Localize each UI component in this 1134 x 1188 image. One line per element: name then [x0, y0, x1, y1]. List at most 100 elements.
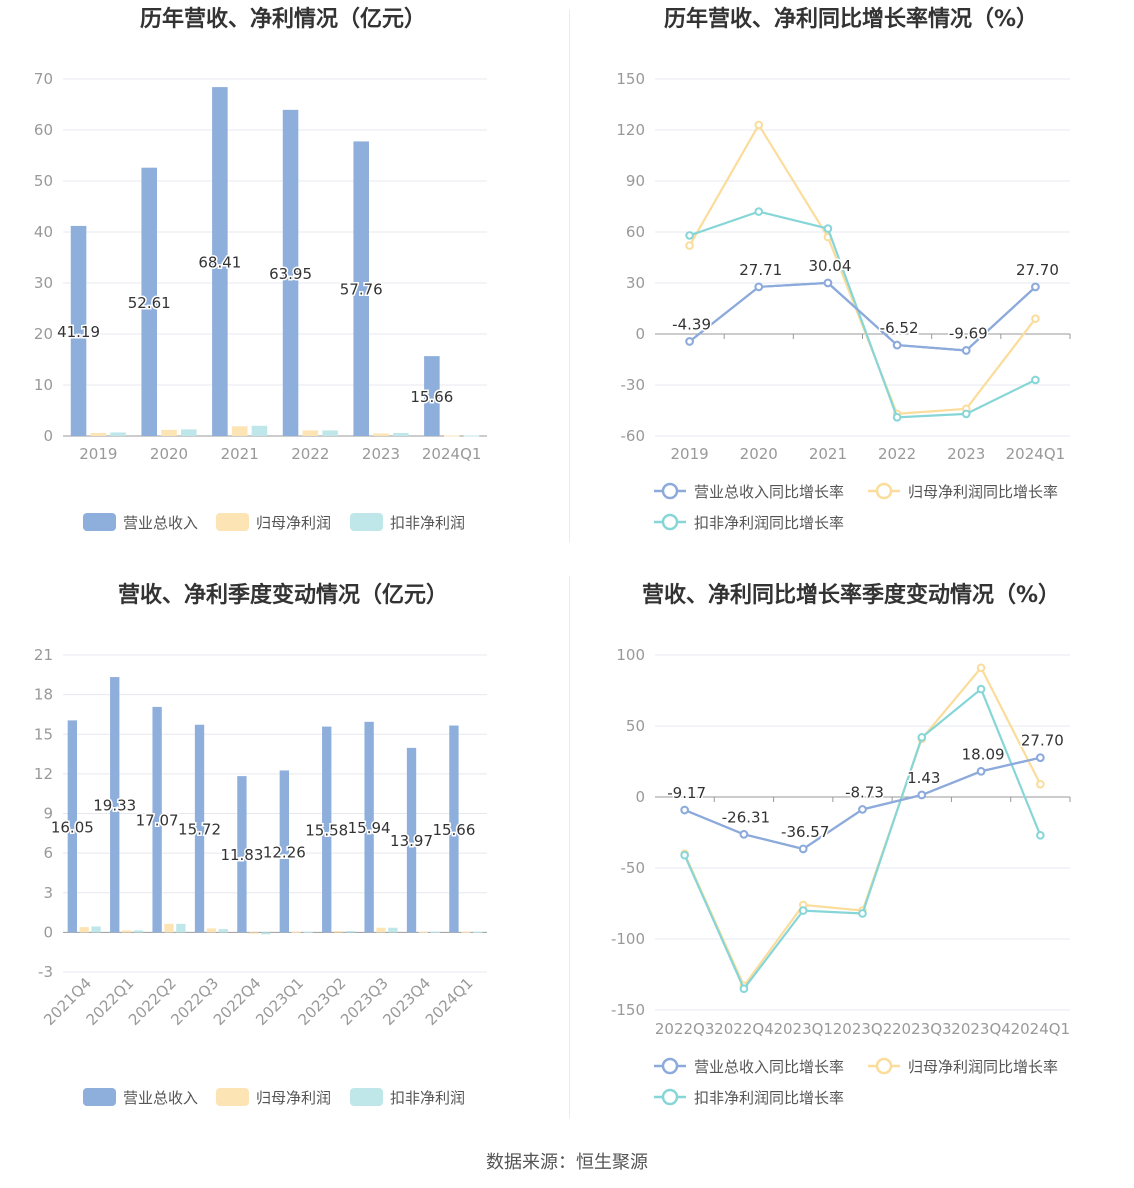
chart-title: 营收、净利季度变动情况（亿元） [118, 582, 448, 608]
data-source-footer: 数据来源：恒生聚源 [486, 1152, 648, 1173]
data-point-1 [1036, 779, 1045, 789]
bar-2 [322, 430, 338, 436]
bar-1 [161, 429, 177, 436]
bar-0 [406, 747, 417, 933]
y-tick-label: -50 [621, 859, 646, 877]
vertical-divider-top [569, 10, 570, 542]
x-tick-label: 2023 [362, 445, 400, 463]
x-tick-label: 2020 [150, 445, 188, 463]
y-tick-label: 18 [34, 686, 53, 704]
bar-1 [376, 927, 386, 933]
y-tick-label: 50 [34, 172, 53, 190]
x-tick-label: 2024Q1 [422, 974, 477, 1029]
y-tick-label: -30 [621, 376, 646, 394]
quarterly-revenue-profit-chart: 营收、净利季度变动情况（亿元）-30369121518212021Q42022Q… [34, 582, 487, 1107]
bar-data-label: 19.33 [93, 797, 136, 815]
data-point-2 [976, 684, 986, 694]
y-tick-label: -60 [621, 427, 646, 445]
bar-1 [333, 931, 344, 933]
legend-marker [661, 482, 679, 500]
annual-growth-rate-chart: 历年营收、净利同比增长率情况（%） -60 -30 0 30 60 90 120 150 2019… [616, 6, 1071, 532]
bar-1 [461, 931, 471, 933]
bar-0 [282, 109, 299, 436]
bar-1 [231, 426, 248, 436]
bar-2 [110, 432, 126, 436]
data-point-primary [739, 830, 749, 839]
bar-1 [206, 928, 217, 933]
legend-label: 归母净利润 [256, 514, 331, 532]
bar-0 [353, 141, 369, 436]
data-point-2 [1031, 375, 1040, 385]
series-line-1 [683, 665, 1042, 989]
bar-data-label: 13.97 [390, 832, 433, 850]
data-point-primary [685, 337, 694, 346]
bar-0 [424, 356, 440, 436]
y-tick-label: 150 [616, 70, 645, 88]
data-point-primary [917, 790, 927, 800]
bar-data-label: 15.58 [305, 821, 348, 839]
bar-1 [373, 433, 389, 436]
bar-data-label: 57.76 [340, 281, 383, 299]
point-data-label: -9.69 [949, 324, 988, 342]
point-data-label: -8.73 [845, 783, 884, 801]
bar-2 [251, 425, 268, 436]
data-point-primary [798, 844, 808, 854]
legend-swatch [83, 1088, 116, 1106]
point-data-label: -9.17 [667, 784, 706, 802]
legend-label: 扣非净利润 [390, 1089, 465, 1107]
bar-1 [291, 931, 301, 933]
bar-2 [463, 435, 480, 437]
bar-0 [364, 721, 374, 933]
y-tick-label: 0 [635, 788, 645, 806]
legend-marker [661, 513, 679, 531]
y-tick-label: 60 [34, 121, 53, 139]
y-tick-label: 90 [626, 172, 645, 190]
y-tick-label: 0 [43, 427, 53, 445]
data-point-primary [1031, 282, 1040, 292]
y-tick-label: 0 [635, 325, 645, 343]
y-tick-label: 0 [43, 923, 53, 941]
legend-swatch [350, 513, 383, 531]
x-tick-label: 2023Q2 [833, 1020, 893, 1038]
data-point-2 [858, 909, 867, 918]
bar-1 [249, 932, 259, 934]
y-tick-label: 6 [43, 844, 53, 862]
y-tick-label: 30 [34, 274, 53, 292]
bar-1 [302, 430, 319, 436]
y-tick-label: 120 [616, 121, 645, 139]
chart-title: 历年营收、净利情况（亿元） [140, 6, 426, 32]
y-tick-label: 70 [34, 70, 53, 88]
legend-label: 归母净利润同比增长率 [908, 1058, 1058, 1076]
legend-marker [875, 482, 893, 500]
bar-data-label: 17.07 [136, 812, 179, 830]
data-point-primary [892, 340, 902, 350]
bar-data-label: 63.95 [269, 265, 312, 283]
point-data-label: 27.70 [1016, 261, 1059, 279]
bar-2 [181, 429, 197, 436]
data-point-2 [961, 409, 971, 419]
series-line-primary [684, 756, 1041, 851]
bar-0 [212, 87, 228, 436]
y-tick-label: 20 [34, 325, 53, 343]
data-point-2 [739, 984, 749, 994]
point-data-label: 30.04 [808, 257, 851, 275]
legend-label: 扣非净利润同比增长率 [694, 514, 844, 532]
data-point-primary [976, 767, 986, 776]
bar-0 [449, 725, 459, 933]
bar-data-label: 16.05 [51, 818, 94, 836]
bar-2 [261, 932, 271, 935]
x-tick-label: 2024Q1 [1011, 1020, 1071, 1038]
bar-2 [430, 931, 440, 933]
y-tick-label: 10 [34, 376, 53, 394]
point-data-label: 1.43 [907, 769, 940, 787]
legend-swatch [350, 1088, 383, 1106]
series-line-2 [689, 210, 1036, 419]
bar-0 [70, 225, 87, 436]
bar-data-label: 15.72 [178, 821, 221, 839]
point-data-label: 18.09 [962, 745, 1005, 763]
y-tick-label: 60 [626, 223, 645, 241]
y-tick-label: 50 [626, 717, 645, 735]
data-point-1 [754, 120, 764, 130]
legend-label: 扣非净利润 [390, 514, 465, 532]
bar-1 [443, 435, 460, 437]
